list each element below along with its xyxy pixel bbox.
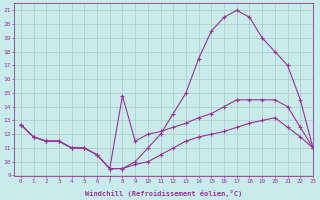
X-axis label: Windchill (Refroidissement éolien,°C): Windchill (Refroidissement éolien,°C)	[85, 190, 242, 197]
